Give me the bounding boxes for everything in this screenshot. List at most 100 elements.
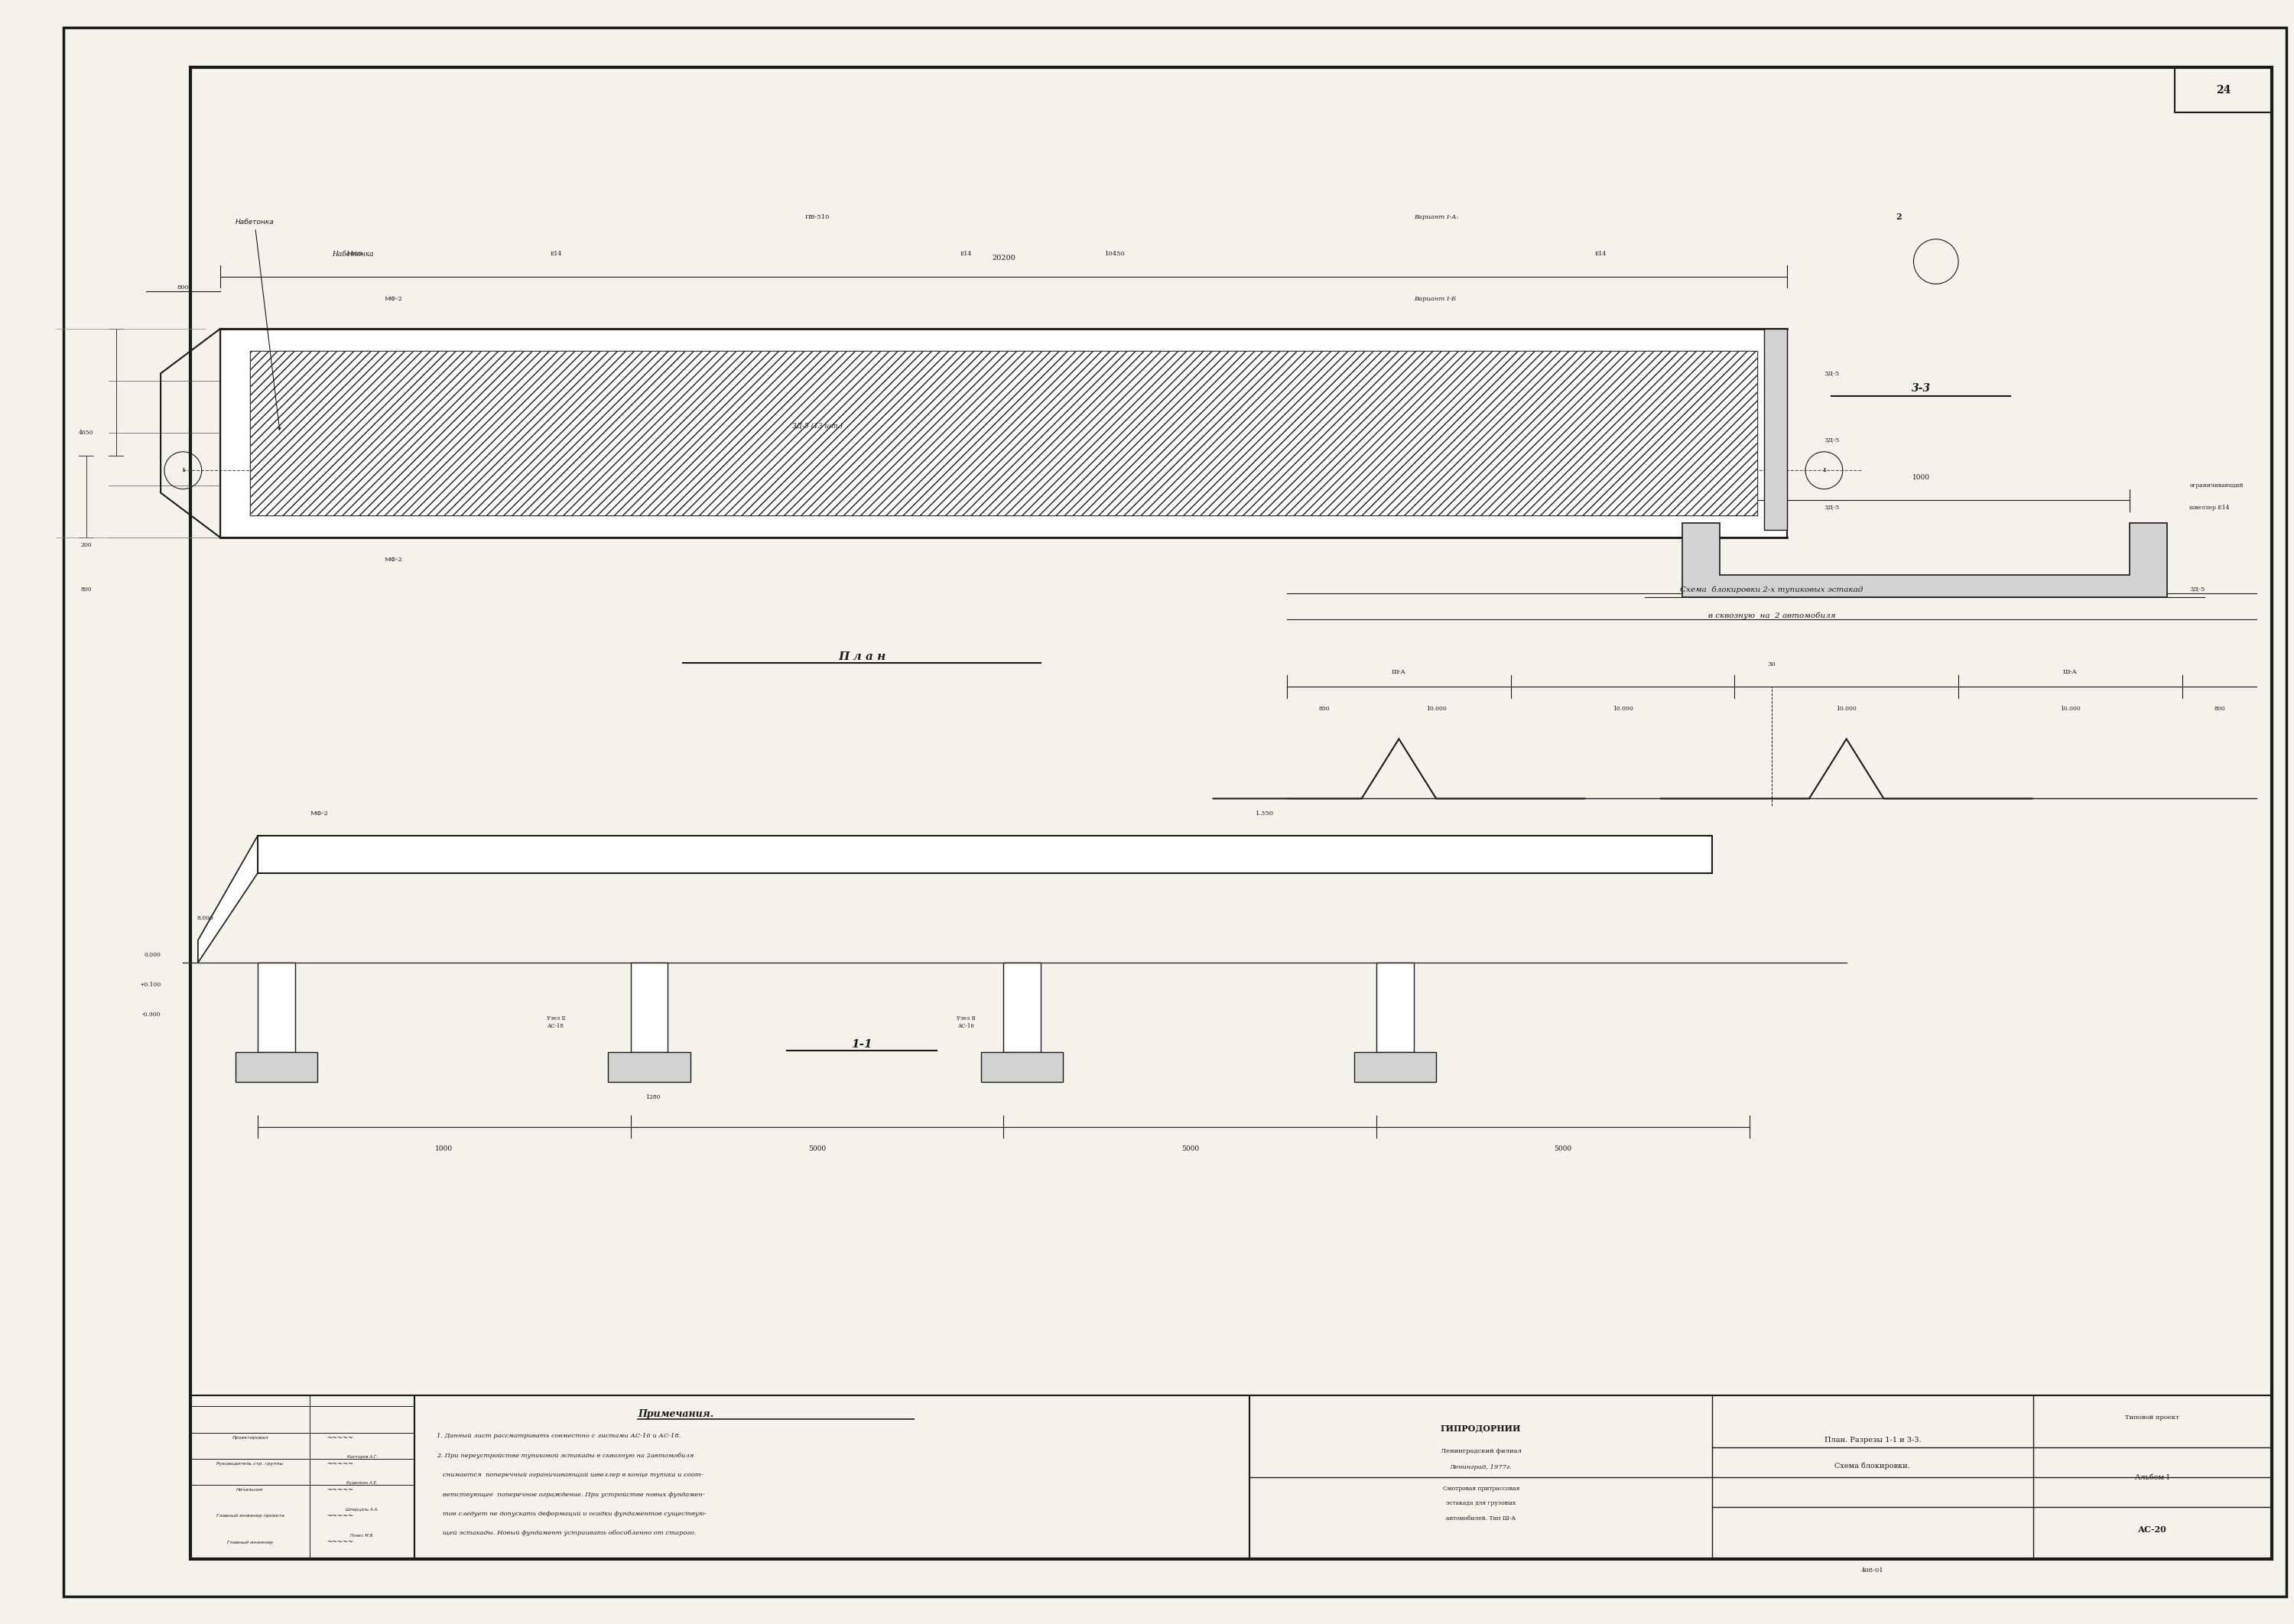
Text: Схема  блокировки 2-х тупиковых эстакад: Схема блокировки 2-х тупиковых эстакад: [1679, 586, 1863, 593]
Text: Ленинград, 1977г.: Ленинград, 1977г.: [1450, 1465, 1512, 1471]
Text: Конторов А.Г.: Конторов А.Г.: [346, 1455, 376, 1458]
Bar: [236, 1052, 317, 1082]
Bar: [1353, 1052, 1436, 1082]
Text: П л а н: П л а н: [837, 651, 885, 663]
Text: 1: 1: [1821, 468, 1826, 474]
Bar: [1250, 1395, 2271, 1559]
Text: 800: 800: [177, 284, 188, 291]
Text: Куделкин А.Е.: Куделкин А.Е.: [346, 1481, 379, 1486]
Text: Ш-А: Ш-А: [2062, 669, 2078, 676]
Text: 5000: 5000: [807, 1145, 826, 1153]
Text: 1.350: 1.350: [1255, 810, 1273, 817]
Text: 10.000: 10.000: [2060, 706, 2081, 713]
Bar: [2175, 68, 2271, 112]
Text: ГИПРОДОРНИИ: ГИПРОДОРНИИ: [1441, 1424, 1521, 1432]
Text: Вариант I-Б: Вариант I-Б: [1413, 296, 1457, 302]
Bar: [608, 1052, 690, 1082]
Text: 0.000: 0.000: [145, 952, 161, 958]
Text: Ш-А: Ш-А: [1392, 669, 1406, 676]
Text: E14: E14: [961, 252, 973, 257]
Text: Схема блокировки.: Схема блокировки.: [1835, 1463, 1911, 1470]
Text: Главный инженер проекта: Главный инженер проекта: [216, 1514, 284, 1518]
Text: Альбом I: Альбом I: [2136, 1475, 2170, 1481]
Text: 10450: 10450: [1106, 252, 1126, 257]
Text: автомобилей. Тип Ш-А: автомобилей. Тип Ш-А: [1445, 1515, 1516, 1522]
Text: тов следует не допускать деформаций и осадки фундаментов существую-: тов следует не допускать деформаций и ос…: [436, 1510, 707, 1517]
Text: 4650: 4650: [78, 430, 94, 437]
Text: 800: 800: [80, 586, 92, 593]
Text: МФ-2: МФ-2: [310, 810, 328, 817]
Bar: [257, 836, 1711, 874]
Text: ЗД-5: ЗД-5: [2188, 586, 2205, 593]
Text: 1-1: 1-1: [851, 1039, 872, 1051]
Text: 1000: 1000: [436, 1145, 452, 1153]
Text: ПВ-510: ПВ-510: [805, 214, 830, 219]
Text: 24: 24: [2216, 84, 2230, 96]
Text: Руководитель стр. группы: Руководитель стр. группы: [216, 1462, 284, 1466]
Text: -0.900: -0.900: [142, 1012, 161, 1018]
Text: 8.000: 8.000: [197, 914, 213, 921]
Text: 1000: 1000: [1913, 474, 1929, 481]
Text: ветствующее  поперечное ограждение. При устройстве новых фундамен-: ветствующее поперечное ограждение. При у…: [436, 1491, 704, 1497]
Text: Узел Б
АС-18: Узел Б АС-18: [546, 1015, 564, 1030]
Text: 5000: 5000: [1553, 1145, 1571, 1153]
Bar: [257, 836, 1711, 874]
Text: 800: 800: [2214, 706, 2225, 713]
Polygon shape: [1682, 523, 2168, 598]
Text: Проектировал: Проектировал: [232, 1436, 268, 1440]
Text: щей эстакады. Новый фундамент устраивать обособленно от старого.: щей эстакады. Новый фундамент устраивать…: [436, 1530, 695, 1536]
Text: ~~~~~: ~~~~~: [326, 1512, 353, 1520]
Text: План. Разрезы 1-1 и 3-3.: План. Разрезы 1-1 и 3-3.: [1824, 1437, 1920, 1444]
Text: МФ-2: МФ-2: [385, 296, 401, 302]
Bar: [250, 351, 1757, 515]
Text: ~~~~~: ~~~~~: [326, 1540, 353, 1546]
Text: Главный инженер: Главный инженер: [227, 1540, 273, 1544]
Text: Ленинградский филиал: Ленинградский филиал: [1441, 1449, 1521, 1453]
Text: ЗД-5 (13 шт.): ЗД-5 (13 шт.): [791, 422, 842, 429]
Text: Вариант I-А:: Вариант I-А:: [1413, 214, 1459, 219]
Text: швеллер Е14: швеллер Е14: [2188, 505, 2230, 510]
Bar: [257, 963, 296, 1052]
Text: 1. Данный лист рассматривать совместно с листами АС-16 и АС-18.: 1. Данный лист рассматривать совместно с…: [436, 1434, 681, 1439]
Text: 800: 800: [1319, 706, 1331, 713]
Text: 10.000: 10.000: [1427, 706, 1448, 713]
Bar: [631, 963, 668, 1052]
Text: E14: E14: [551, 252, 562, 257]
Text: 3-3: 3-3: [1911, 383, 1932, 393]
Text: АС-20: АС-20: [2138, 1525, 2168, 1533]
Polygon shape: [197, 836, 257, 963]
Text: 20200: 20200: [991, 255, 1016, 261]
Text: 10.000: 10.000: [1613, 706, 1633, 713]
Text: Типовой проект: Типовой проект: [2124, 1415, 2179, 1421]
Text: Узел В
АС-16: Узел В АС-16: [957, 1015, 975, 1030]
Text: Примечания.: Примечания.: [638, 1410, 713, 1419]
Text: 1280: 1280: [645, 1095, 661, 1099]
Text: Шперцаль А.А.: Шперцаль А.А.: [346, 1507, 379, 1512]
Text: ~~~~~: ~~~~~: [326, 1434, 353, 1440]
Bar: [1764, 328, 1787, 529]
Text: 5000: 5000: [1181, 1145, 1200, 1153]
Text: Плакс М.В.: Плакс М.В.: [351, 1533, 374, 1538]
Text: 2: 2: [1895, 213, 1902, 221]
Text: МФ-2: МФ-2: [385, 557, 401, 564]
Text: Набетонка: Набетонка: [236, 219, 280, 430]
Text: 2. При переустройстве тупиковой эстакады в сквозную на 2автомобиля: 2. При переустройстве тупиковой эстакады…: [436, 1452, 693, 1458]
Text: эстакада для грузовых: эстакада для грузовых: [1445, 1501, 1516, 1507]
Text: +0.100: +0.100: [140, 983, 161, 987]
Text: 200: 200: [80, 542, 92, 547]
Text: 1400: 1400: [346, 252, 362, 257]
Bar: [220, 328, 1787, 538]
Text: в сквозную  на  2 автомобиля: в сквозную на 2 автомобиля: [1709, 612, 1835, 619]
Text: 30: 30: [1769, 661, 1776, 667]
Text: ограничивающий: ограничивающий: [2188, 482, 2244, 489]
Bar: [250, 351, 1757, 515]
Text: Набетонка: Набетонка: [333, 250, 374, 258]
Bar: [190, 1395, 415, 1559]
Text: 408-01: 408-01: [1860, 1567, 1883, 1574]
Text: Смотровая притрассовая: Смотровая притрассовая: [1443, 1486, 1519, 1491]
Text: ~~~~~: ~~~~~: [326, 1460, 353, 1468]
Bar: [1376, 963, 1413, 1052]
Text: ЗД-5: ЗД-5: [1824, 437, 1840, 443]
Text: Начальник: Начальник: [236, 1488, 264, 1492]
Text: 1: 1: [181, 468, 186, 474]
